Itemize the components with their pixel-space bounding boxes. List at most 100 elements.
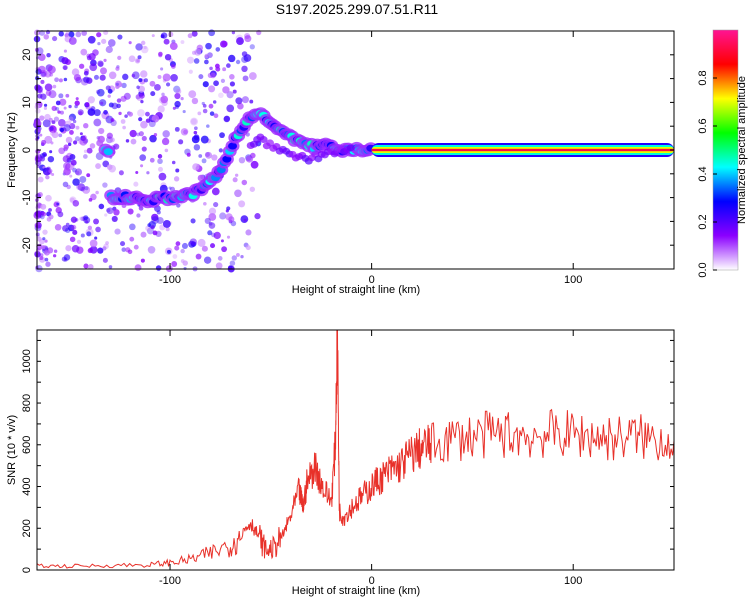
noise-speckle (213, 202, 219, 208)
noise-speckle (245, 155, 254, 163)
noise-speckle (103, 58, 107, 62)
noise-speckle (57, 110, 61, 114)
noise-speckle (133, 181, 139, 187)
noise-speckle (57, 119, 66, 127)
noise-speckle (128, 55, 136, 63)
noise-speckle (50, 131, 55, 136)
noise-speckle (158, 172, 167, 181)
noise-speckle (249, 99, 254, 104)
noise-speckle (215, 47, 221, 52)
noise-speckle (99, 74, 106, 81)
noise-speckle (127, 208, 134, 215)
noise-speckle (98, 127, 105, 135)
noise-speckle (226, 104, 235, 113)
noise-speckle (254, 213, 261, 220)
noise-speckle (210, 243, 216, 249)
noise-speckle (249, 44, 255, 50)
noise-speckle (114, 228, 121, 235)
noise-speckle (96, 32, 102, 38)
noise-speckle (174, 245, 180, 251)
noise-speckle (95, 163, 101, 169)
noise-speckle (211, 154, 218, 161)
noise-speckle (83, 149, 88, 153)
noise-speckle (145, 225, 151, 232)
noise-speckle (44, 113, 51, 121)
noise-speckle (213, 231, 221, 240)
ridge-blob (228, 142, 238, 150)
noise-speckle (73, 73, 81, 82)
noise-speckle (74, 100, 80, 106)
noise-speckle (195, 253, 202, 260)
noise-speckle (173, 85, 181, 93)
noise-speckle (37, 176, 44, 183)
noise-speckle (106, 207, 114, 215)
noise-speckle (63, 144, 69, 150)
noise-speckle (79, 216, 83, 221)
noise-speckle (193, 134, 200, 141)
colorbar-tick-label: 0.0 (697, 262, 709, 277)
ridge-blob (222, 155, 232, 163)
noise-speckle (150, 225, 155, 230)
noise-speckle (136, 85, 140, 89)
noise-speckle (175, 88, 182, 95)
noise-speckle (172, 106, 176, 110)
noise-speckle (115, 82, 119, 86)
noise-speckle (250, 160, 259, 169)
noise-speckle (129, 223, 136, 231)
y-tick-label: -10 (21, 190, 33, 206)
noise-speckle (231, 31, 236, 35)
noise-speckle (174, 92, 181, 100)
noise-speckle (58, 133, 63, 138)
noise-speckle (106, 208, 111, 213)
noise-speckle (141, 135, 147, 142)
noise-speckle (36, 165, 40, 169)
colorbar-label: Normalized spectral amplitude (736, 76, 748, 224)
noise-speckle (102, 246, 107, 251)
noise-speckle (41, 245, 46, 250)
noise-speckle (175, 241, 181, 246)
noise-speckle (83, 215, 89, 221)
noise-speckle (165, 82, 171, 87)
noise-speckle (77, 183, 86, 191)
noise-speckle (111, 102, 119, 110)
noise-speckle (203, 256, 212, 264)
y-tick-label: 10 (21, 96, 33, 108)
colorbar-tick-label: 0.4 (697, 166, 709, 181)
noise-speckle (146, 171, 150, 175)
colorbar-tick-label: 0.8 (697, 70, 709, 85)
noise-speckle (118, 111, 122, 116)
noise-speckle (220, 40, 228, 48)
noise-speckle (45, 90, 52, 96)
noise-speckle (39, 156, 46, 162)
noise-speckle (180, 248, 185, 254)
noise-speckle (52, 254, 57, 258)
noise-speckle (34, 120, 42, 128)
noise-speckle (151, 213, 159, 222)
snr-marks (36, 329, 675, 569)
noise-speckle (208, 207, 217, 215)
noise-speckle (212, 100, 217, 104)
noise-speckle (95, 190, 99, 195)
noise-speckle (87, 96, 95, 104)
noise-speckle (241, 179, 248, 186)
noise-speckle (215, 66, 221, 72)
noise-speckle (186, 56, 195, 64)
noise-speckle (151, 114, 160, 123)
noise-speckle (218, 92, 224, 99)
noise-speckle (157, 105, 165, 113)
y-tick-label: 600 (21, 436, 33, 454)
noise-speckle (69, 154, 76, 161)
noise-speckle (80, 233, 85, 238)
noise-speckle (206, 124, 210, 128)
noise-speckle (245, 229, 252, 236)
noise-speckle (109, 137, 115, 143)
noise-speckle (83, 122, 89, 129)
noise-speckle (68, 37, 77, 45)
noise-speckle (162, 219, 171, 228)
snr-plot-area (37, 330, 674, 570)
noise-speckle (229, 81, 236, 87)
noise-speckle (90, 193, 97, 201)
noise-speckle (140, 70, 148, 78)
y-tick-label: 0 (21, 147, 33, 153)
